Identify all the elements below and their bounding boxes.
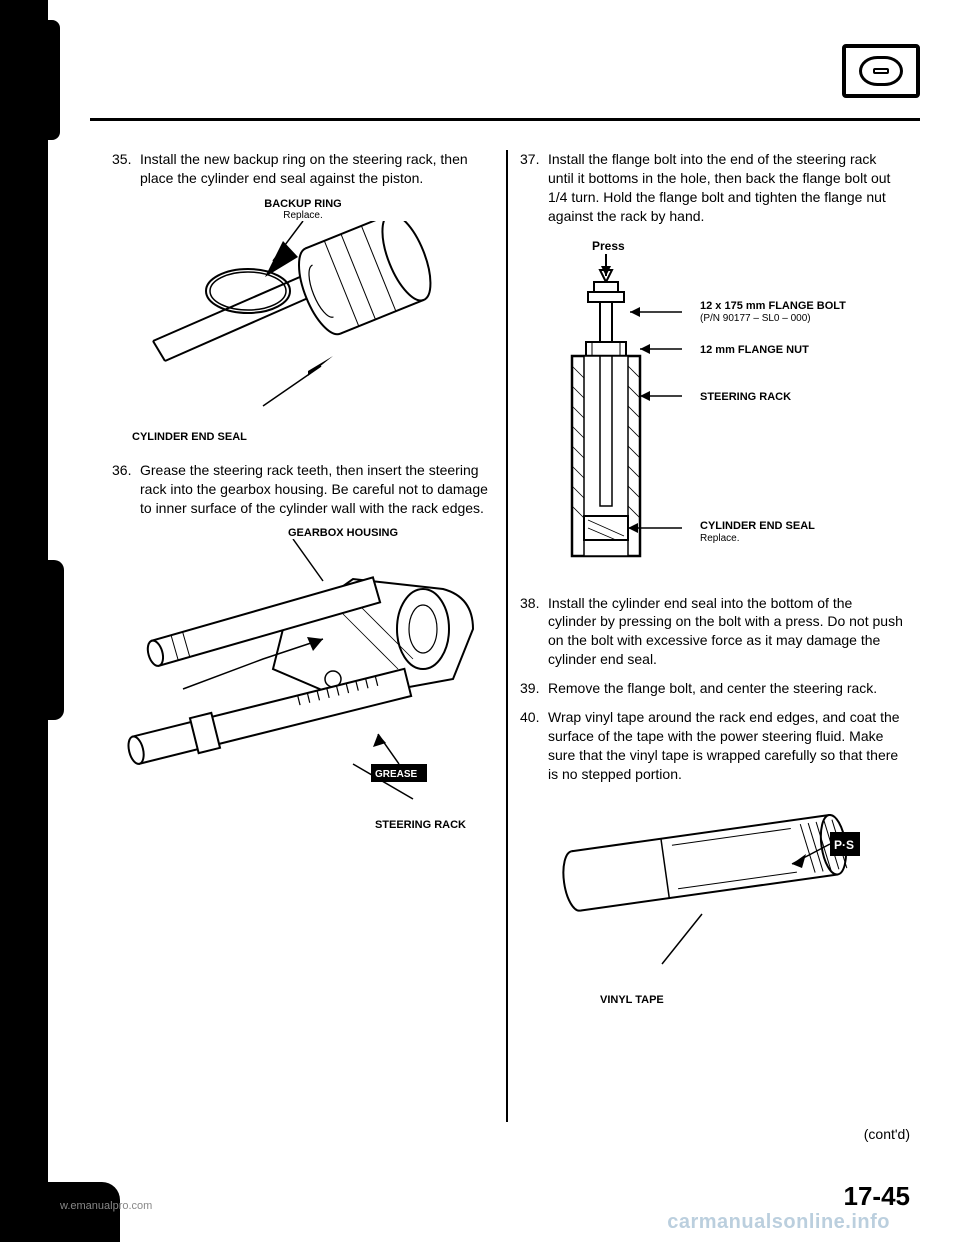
step-text: Remove the flange bolt, and center the s…	[548, 679, 877, 698]
label-backup-ring: BACKUP RING	[112, 198, 494, 210]
label-cylinder-end-seal: CYLINDER END SEAL	[132, 431, 494, 443]
callout-flange-bolt: 12 x 175 mm FLANGE BOLT (P/N 90177 – SL0…	[700, 300, 900, 324]
step-number: 37.	[520, 150, 548, 226]
manual-page: 35. Install the new backup ring on the s…	[0, 0, 960, 1242]
step-40: 40. Wrap vinyl tape around the rack end …	[520, 708, 904, 784]
step-text: Install the flange bolt into the end of …	[548, 150, 904, 226]
step-number: 38.	[520, 594, 548, 670]
left-column: 35. Install the new backup ring on the s…	[100, 150, 508, 1122]
step-text: Wrap vinyl tape around the rack end edge…	[548, 708, 904, 784]
callout-flange-nut: 12 mm FLANGE NUT	[700, 344, 809, 356]
contd-label: (cont'd)	[864, 1126, 910, 1142]
watermark-source: w.emanualpro.com	[60, 1200, 152, 1212]
step-35: 35. Install the new backup ring on the s…	[112, 150, 494, 188]
label-gearbox-housing: GEARBOX HOUSING	[192, 527, 494, 539]
step-36: 36. Grease the steering rack teeth, then…	[112, 461, 494, 518]
figure-gearbox: GEARBOX HOUSING	[112, 527, 494, 831]
diagram-vinyl-tape: P·S	[532, 814, 892, 994]
brand-logo-icon	[842, 44, 920, 98]
diagram-backup-ring	[133, 221, 473, 431]
figure-vinyl-tape: P·S VINYL TAPE	[520, 814, 904, 1006]
watermark-site: carmanualsonline.info	[667, 1211, 890, 1234]
label-replace: Replace.	[112, 210, 494, 221]
right-column: 37. Install the flange bolt into the end…	[508, 150, 916, 1122]
binding-tab	[0, 560, 64, 720]
ps-badge-text: P·S	[834, 838, 854, 852]
binding-foot	[0, 1182, 120, 1242]
step-39: 39. Remove the flange bolt, and center t…	[520, 679, 904, 698]
step-38: 38. Install the cylinder end seal into t…	[520, 594, 904, 670]
header-rule	[90, 118, 920, 121]
label-vinyl-tape: VINYL TAPE	[600, 994, 904, 1006]
binding-tab	[0, 20, 60, 140]
grease-badge-text: GREASE	[375, 769, 418, 780]
step-text: Install the new backup ring on the steer…	[140, 150, 494, 188]
label-press-inline: Press	[592, 239, 625, 253]
diagram-gearbox: GREASE	[123, 539, 483, 819]
label-steering-rack: STEERING RACK	[112, 819, 466, 831]
figure-flange-bolt: Press	[540, 236, 904, 576]
figure-backup-ring: BACKUP RING Replace.	[112, 198, 494, 443]
step-text: Install the cylinder end seal into the b…	[548, 594, 904, 670]
step-number: 36.	[112, 461, 140, 518]
step-number: 40.	[520, 708, 548, 784]
content-columns: 35. Install the new backup ring on the s…	[100, 150, 916, 1122]
step-number: 35.	[112, 150, 140, 188]
callout-cyl-end-seal: CYLINDER END SEAL Replace.	[700, 520, 815, 544]
step-text: Grease the steering rack teeth, then ins…	[140, 461, 494, 518]
step-37: 37. Install the flange bolt into the end…	[520, 150, 904, 226]
step-number: 39.	[520, 679, 548, 698]
page-number: 17-45	[844, 1181, 911, 1212]
callout-steering-rack: STEERING RACK	[700, 391, 791, 403]
